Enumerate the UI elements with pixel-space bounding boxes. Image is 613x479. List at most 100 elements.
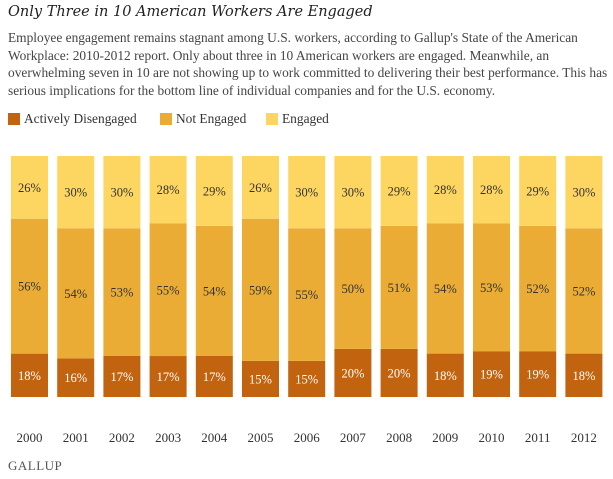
bar-actively-disengaged-2001	[57, 358, 95, 397]
bar-engaged-2010	[473, 156, 510, 224]
bar-not-engaged-2005	[242, 218, 279, 361]
x-tick-label-2000: 2000	[17, 430, 43, 445]
bar-engaged-2005	[242, 156, 279, 219]
bar-actively-disengaged-2011	[519, 351, 557, 397]
data-label-not-engaged-2000: 56%	[18, 280, 41, 294]
data-label-actively-disengaged-2005: 15%	[249, 372, 272, 386]
data-label-not-engaged-2011: 52%	[526, 282, 549, 296]
x-tick-label-2009: 2009	[432, 430, 458, 445]
bar-engaged-2002	[103, 156, 141, 229]
legend-label-engaged: Engaged	[282, 111, 329, 126]
bar-not-engaged-2008	[380, 225, 418, 349]
bar-engaged-2012	[565, 156, 603, 229]
bar-not-engaged-2009	[426, 223, 464, 354]
data-label-not-engaged-2002: 53%	[110, 286, 133, 300]
x-tick-label-2007: 2007	[340, 430, 367, 445]
bar-engaged-2011	[519, 156, 557, 226]
bar-actively-disengaged-2005	[242, 360, 279, 397]
data-label-actively-disengaged-2009: 18%	[434, 369, 457, 383]
bar-not-engaged-2011	[519, 225, 557, 352]
bar-actively-disengaged-2002	[103, 356, 141, 397]
data-label-actively-disengaged-2001: 16%	[64, 371, 87, 385]
bar-not-engaged-2006	[288, 228, 326, 361]
data-label-not-engaged-2001: 54%	[64, 287, 87, 301]
bar-actively-disengaged-2004	[195, 356, 233, 397]
chart-title: Only Three in 10 American Workers Are En…	[8, 4, 373, 20]
x-tick-label-2006: 2006	[294, 430, 321, 445]
gallup-logo: GALLUP	[8, 458, 63, 473]
data-label-not-engaged-2005: 59%	[249, 283, 272, 297]
data-label-actively-disengaged-2010: 19%	[480, 368, 503, 382]
bar-not-engaged-2000	[11, 218, 48, 354]
bar-not-engaged-2001	[57, 228, 95, 359]
data-label-engaged-2012: 30%	[572, 186, 595, 200]
data-label-not-engaged-2004: 54%	[203, 285, 226, 299]
data-label-actively-disengaged-2002: 17%	[110, 370, 133, 384]
bar-engaged-2004	[195, 156, 233, 226]
bar-actively-disengaged-2007	[334, 348, 372, 397]
bar-engaged-2007	[334, 156, 372, 229]
bar-actively-disengaged-2006	[288, 360, 326, 397]
legend-swatch-not-engaged	[160, 113, 172, 125]
data-label-engaged-2010: 28%	[480, 183, 503, 197]
data-label-not-engaged-2008: 51%	[388, 281, 411, 295]
data-label-engaged-2000: 26%	[18, 181, 41, 195]
legend-label-not-engaged: Not Engaged	[176, 111, 247, 126]
bar-engaged-2001	[57, 156, 95, 229]
legend-label-actively-disengaged: Actively Disengaged	[24, 111, 137, 126]
bar-not-engaged-2003	[149, 223, 187, 357]
data-label-engaged-2011: 29%	[526, 184, 549, 198]
bar-not-engaged-2004	[195, 225, 233, 356]
bar-engaged-2000	[11, 156, 48, 219]
data-label-actively-disengaged-2008: 20%	[388, 366, 411, 380]
bar-actively-disengaged-2009	[426, 353, 464, 397]
data-label-engaged-2003: 28%	[157, 183, 180, 197]
bar-actively-disengaged-2012	[565, 353, 603, 397]
x-tick-label-2012: 2012	[571, 430, 597, 445]
bar-engaged-2008	[380, 156, 418, 226]
chart-subtitle: Employee engagement remains stagnant amo…	[8, 30, 608, 98]
data-label-engaged-2005: 26%	[249, 181, 272, 195]
data-label-not-engaged-2006: 55%	[295, 288, 318, 302]
bar-actively-disengaged-2008	[380, 348, 418, 397]
bar-engaged-2006	[288, 156, 326, 229]
data-label-engaged-2009: 28%	[434, 183, 457, 197]
bar-not-engaged-2010	[473, 223, 510, 352]
data-label-actively-disengaged-2003: 17%	[157, 370, 180, 384]
data-label-actively-disengaged-2006: 15%	[295, 372, 318, 386]
data-label-actively-disengaged-2012: 18%	[572, 369, 595, 383]
data-label-not-engaged-2009: 54%	[434, 282, 457, 296]
x-tick-label-2010: 2010	[479, 430, 505, 445]
data-label-engaged-2007: 30%	[341, 186, 364, 200]
data-label-not-engaged-2003: 55%	[157, 283, 180, 297]
data-label-actively-disengaged-2004: 17%	[203, 370, 226, 384]
data-label-not-engaged-2007: 50%	[341, 282, 364, 296]
data-label-actively-disengaged-2007: 20%	[341, 366, 364, 380]
x-tick-label-2004: 2004	[201, 430, 228, 445]
data-label-actively-disengaged-2011: 19%	[526, 368, 549, 382]
x-tick-label-2005: 2005	[248, 430, 274, 445]
legend-swatch-engaged	[266, 113, 278, 125]
data-label-engaged-2006: 30%	[295, 186, 318, 200]
data-label-actively-disengaged-2000: 18%	[18, 369, 41, 383]
bar-actively-disengaged-2010	[473, 351, 510, 397]
data-label-not-engaged-2010: 53%	[480, 281, 503, 295]
bar-actively-disengaged-2003	[149, 356, 187, 397]
data-label-engaged-2001: 30%	[64, 186, 87, 200]
data-label-engaged-2002: 30%	[110, 186, 133, 200]
x-tick-label-2001: 2001	[63, 430, 89, 445]
data-label-engaged-2008: 29%	[388, 184, 411, 198]
bar-not-engaged-2002	[103, 228, 141, 356]
bar-actively-disengaged-2000	[11, 353, 48, 397]
x-tick-label-2011: 2011	[525, 430, 551, 445]
data-label-engaged-2004: 29%	[203, 184, 226, 198]
bar-not-engaged-2012	[565, 228, 603, 354]
bar-engaged-2009	[426, 156, 464, 224]
x-tick-label-2008: 2008	[386, 430, 412, 445]
bar-engaged-2003	[149, 156, 187, 224]
bar-not-engaged-2007	[334, 228, 372, 349]
x-tick-label-2003: 2003	[155, 430, 181, 445]
x-tick-label-2002: 2002	[109, 430, 135, 445]
data-label-not-engaged-2012: 52%	[572, 285, 595, 299]
